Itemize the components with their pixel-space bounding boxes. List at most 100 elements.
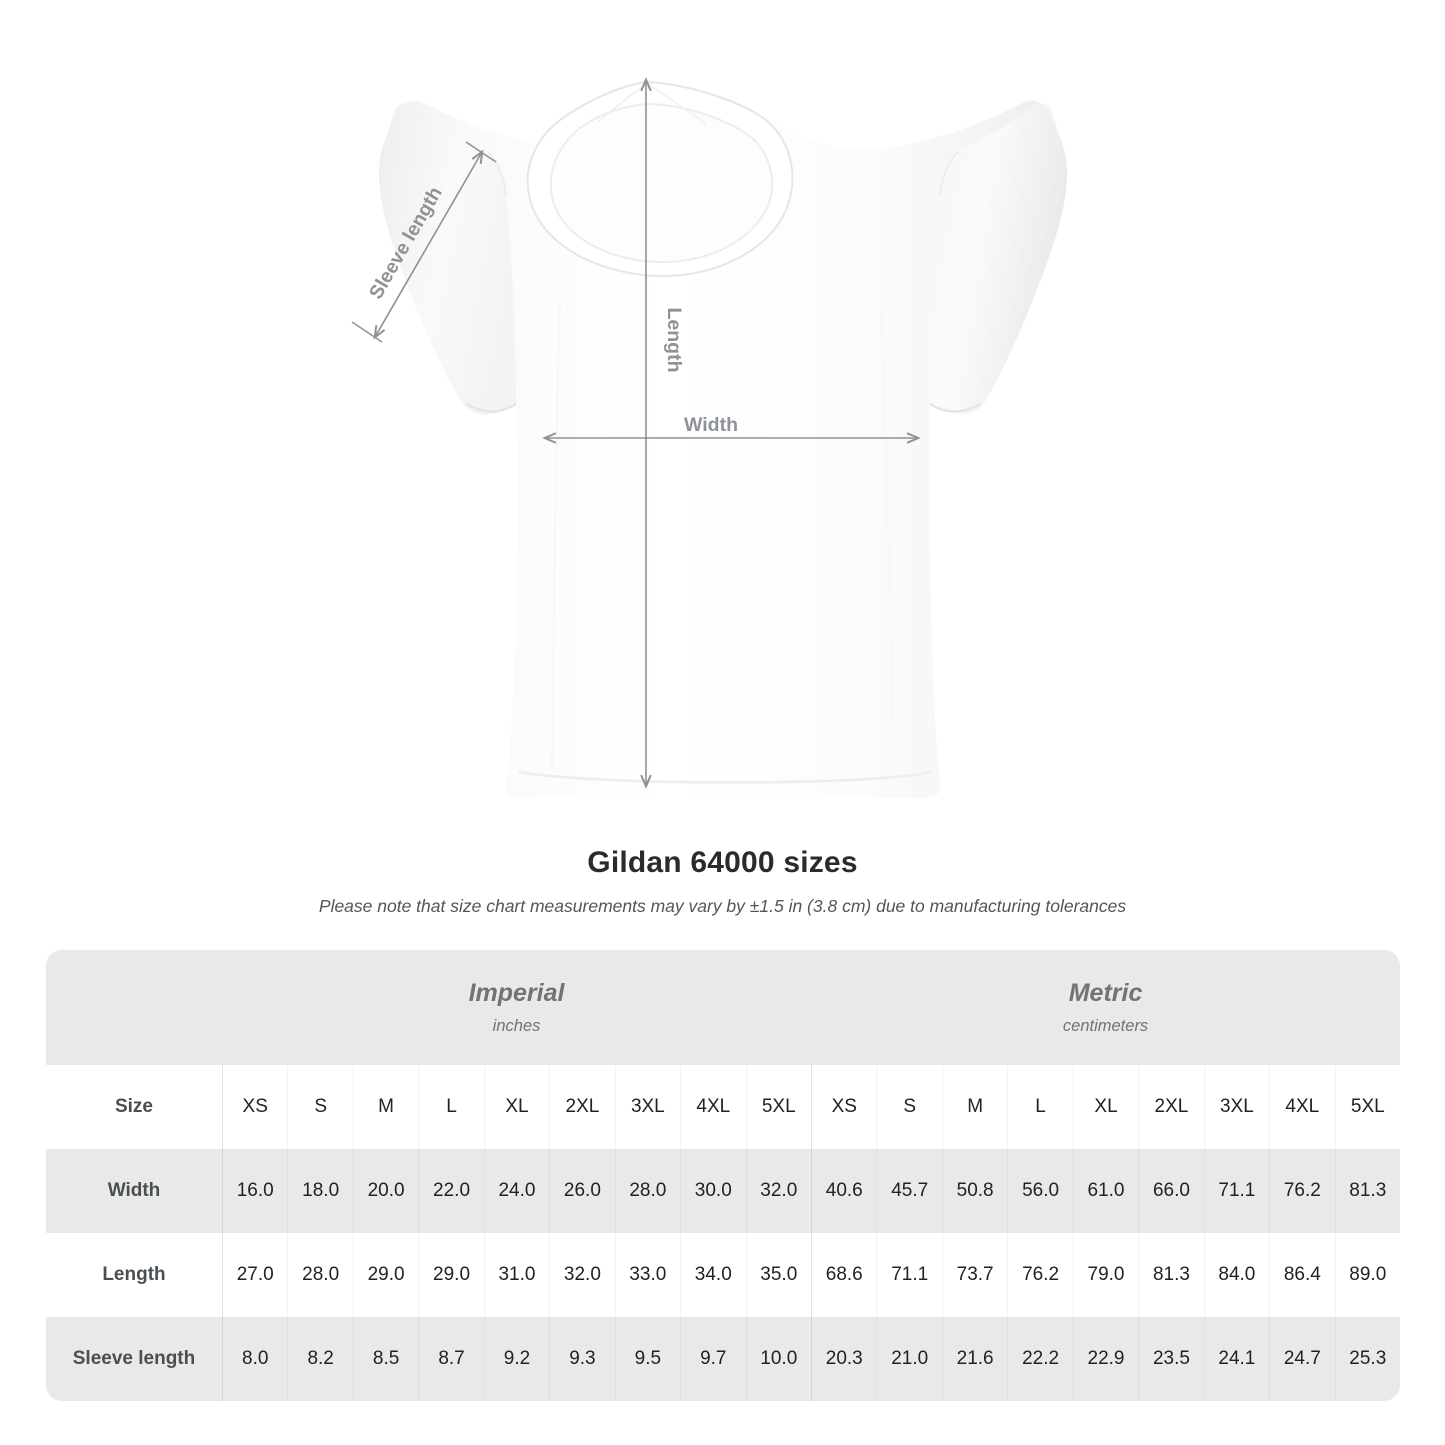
- sleeve-metric-m: 21.6: [941, 1317, 1008, 1401]
- size-cell-metric-m: M: [941, 1065, 1008, 1149]
- size-cell-imperial-2xl: 2XL: [549, 1065, 615, 1149]
- width-metric-m: 50.8: [941, 1149, 1008, 1233]
- width-imperial-l: 22.0: [418, 1149, 484, 1233]
- sleeve-length-arrow: [375, 152, 482, 337]
- size-header-row: Size XS S M L XL 2XL 3XL 4XL 5XL XS S M …: [46, 1065, 1401, 1149]
- table-row-sleeve-length: Sleeve length 8.0 8.2 8.5 8.7 9.2 9.3 9.…: [46, 1317, 1401, 1401]
- sleeve-imperial-3xl: 9.5: [614, 1317, 681, 1401]
- width-imperial-xl: 24.0: [483, 1149, 550, 1233]
- row-label-width: Width: [46, 1149, 222, 1233]
- length-imperial-xl: 31.0: [483, 1233, 550, 1317]
- length-metric-m: 73.7: [941, 1233, 1008, 1317]
- length-imperial-4xl: 34.0: [680, 1233, 746, 1317]
- body-fold-left: [551, 299, 561, 771]
- table-row-width: Width 16.0 18.0 20.0 22.0 24.0 26.0 28.0…: [46, 1149, 1401, 1233]
- sleeve-imperial-s: 8.2: [287, 1317, 353, 1401]
- width-metric-4xl: 76.2: [1269, 1149, 1335, 1233]
- width-metric-s: 45.7: [876, 1149, 942, 1233]
- page-subtitle: Please note that size chart measurements…: [318, 896, 1127, 916]
- sleeve-imperial-xs: 8.0: [222, 1317, 288, 1401]
- width-imperial-3xl: 28.0: [614, 1149, 681, 1233]
- length-metric-2xl: 81.3: [1138, 1233, 1204, 1317]
- width-imperial-4xl: 30.0: [680, 1149, 746, 1233]
- table-row-length: Length 27.0 28.0 29.0 29.0 31.0 32.0 33.…: [46, 1233, 1401, 1317]
- width-annotation: Width: [545, 414, 918, 438]
- size-cell-imperial-5xl: 5XL: [745, 1065, 812, 1149]
- bottom-hem: [518, 770, 932, 784]
- row-label-size: Size: [46, 1065, 222, 1149]
- width-metric-2xl: 66.0: [1138, 1149, 1204, 1233]
- width-metric-l: 56.0: [1007, 1149, 1073, 1233]
- unit-group-metric-sub: centimeters: [1062, 1016, 1149, 1035]
- width-imperial-xs: 16.0: [222, 1149, 288, 1233]
- sleeve-metric-xl: 22.9: [1072, 1317, 1139, 1401]
- left-shoulder-seam: [487, 151, 507, 197]
- width-imperial-5xl: 32.0: [745, 1149, 812, 1233]
- size-cell-metric-3xl: 3XL: [1203, 1065, 1270, 1149]
- unit-group-imperial-sub: inches: [492, 1016, 541, 1035]
- length-imperial-3xl: 33.0: [614, 1233, 681, 1317]
- unit-header-row: Imperial inches Metric centimeters: [46, 950, 1401, 1065]
- sleeve-metric-4xl: 24.7: [1269, 1317, 1335, 1401]
- sleeve-imperial-5xl: 10.0: [745, 1317, 812, 1401]
- sleeve-metric-2xl: 23.5: [1138, 1317, 1204, 1401]
- size-cell-metric-xl: XL: [1072, 1065, 1139, 1149]
- row-label-length: Length: [46, 1233, 222, 1317]
- length-imperial-m: 29.0: [352, 1233, 419, 1317]
- size-cell-imperial-xs: XS: [222, 1065, 288, 1149]
- body-fold-right: [879, 299, 895, 771]
- size-chart-table-container: Imperial inches Metric centimeters Size …: [46, 950, 1401, 1401]
- size-cell-imperial-xl: XL: [483, 1065, 550, 1149]
- unit-group-metric: Metric centimeters: [811, 950, 1401, 1065]
- unit-header-spacer: [46, 950, 222, 1065]
- tshirt-silhouette: [379, 80, 1067, 798]
- length-imperial-xs: 27.0: [222, 1233, 288, 1317]
- sleeve-imperial-4xl: 9.7: [680, 1317, 746, 1401]
- sleeve-imperial-m: 8.5: [352, 1317, 419, 1401]
- length-metric-xs: 68.6: [811, 1233, 877, 1317]
- sleeve-imperial-xl: 9.2: [483, 1317, 550, 1401]
- length-metric-l: 76.2: [1007, 1233, 1073, 1317]
- width-metric-5xl: 81.3: [1334, 1149, 1401, 1233]
- sleeve-metric-3xl: 24.1: [1203, 1317, 1270, 1401]
- length-metric-s: 71.1: [876, 1233, 942, 1317]
- length-imperial-l: 29.0: [418, 1233, 484, 1317]
- right-shoulder-seam: [939, 151, 959, 197]
- left-sleeve-hem: [465, 402, 517, 413]
- length-label: Length: [663, 308, 685, 373]
- size-cell-metric-2xl: 2XL: [1138, 1065, 1204, 1149]
- size-cell-imperial-4xl: 4XL: [680, 1065, 746, 1149]
- sleeve-metric-l: 22.2: [1007, 1317, 1073, 1401]
- size-cell-metric-4xl: 4XL: [1269, 1065, 1335, 1149]
- length-metric-3xl: 84.0: [1203, 1233, 1270, 1317]
- width-imperial-2xl: 26.0: [549, 1149, 615, 1233]
- size-cell-imperial-3xl: 3XL: [614, 1065, 681, 1149]
- right-neck-fold: [647, 83, 707, 125]
- length-imperial-5xl: 35.0: [745, 1233, 812, 1317]
- collar-inner: [549, 102, 774, 264]
- row-label-sleeve-length: Sleeve length: [46, 1317, 222, 1401]
- right-sleeve-hem: [929, 402, 981, 413]
- sleeve-metric-xs: 20.3: [811, 1317, 877, 1401]
- size-cell-metric-5xl: 5XL: [1334, 1065, 1401, 1149]
- size-cell-metric-l: L: [1007, 1065, 1073, 1149]
- length-metric-5xl: 89.0: [1334, 1233, 1401, 1317]
- size-cell-imperial-l: L: [418, 1065, 484, 1149]
- width-metric-xl: 61.0: [1072, 1149, 1139, 1233]
- width-imperial-s: 18.0: [287, 1149, 353, 1233]
- size-cell-metric-s: S: [876, 1065, 942, 1149]
- width-imperial-m: 20.0: [352, 1149, 419, 1233]
- sleeve-metric-5xl: 25.3: [1334, 1317, 1401, 1401]
- right-sleeve: [930, 103, 1067, 415]
- page-title: Gildan 64000 sizes: [587, 846, 858, 879]
- length-imperial-2xl: 32.0: [549, 1233, 615, 1317]
- width-metric-3xl: 71.1: [1203, 1149, 1270, 1233]
- sleeve-imperial-l: 8.7: [418, 1317, 484, 1401]
- unit-group-imperial-name: Imperial: [468, 979, 565, 1008]
- length-metric-4xl: 86.4: [1269, 1233, 1335, 1317]
- size-chart-table: Imperial inches Metric centimeters Size …: [46, 950, 1401, 1401]
- unit-group-imperial: Imperial inches: [222, 950, 812, 1065]
- sleeve-metric-s: 21.0: [876, 1317, 942, 1401]
- title-block: Gildan 64000 sizes Please note that size…: [0, 845, 1445, 918]
- size-cell-imperial-s: S: [287, 1065, 353, 1149]
